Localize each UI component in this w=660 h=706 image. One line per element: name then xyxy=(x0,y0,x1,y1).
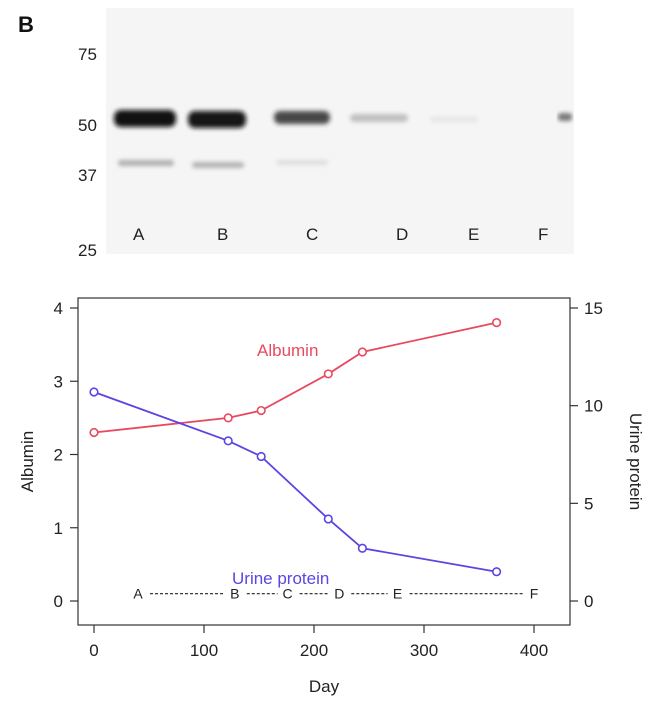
lane-label-a: A xyxy=(133,225,145,244)
band-secondary-a xyxy=(118,160,174,166)
series-point-0-2 xyxy=(256,405,266,416)
marker-25: 25 xyxy=(78,241,97,260)
panel-label: B xyxy=(18,12,34,37)
left-y-tick-label-2: 2 xyxy=(54,446,63,465)
timeline-label-3: D xyxy=(334,586,344,602)
plot-frame xyxy=(77,297,571,626)
left-y-axis-label: Albumin xyxy=(18,431,37,492)
right-y-axis: 0 5 10 15 Urine protein xyxy=(570,299,645,611)
x-tick-label-0: 0 xyxy=(89,641,98,660)
left-y-tick-label-4: 4 xyxy=(54,299,63,318)
urine-protein-series-label: Urine protein xyxy=(232,569,329,588)
right-y-tick-label-0: 0 xyxy=(584,592,593,611)
series-line-1 xyxy=(93,391,497,573)
band-main-b xyxy=(188,111,246,128)
marker-37: 37 xyxy=(78,166,97,185)
series-layer: Albumin Urine protein xyxy=(89,318,502,588)
timeline-label-4: E xyxy=(393,586,402,602)
series-point-1-1 xyxy=(223,436,233,446)
series-line-0 xyxy=(93,321,497,434)
x-tick-label-4: 400 xyxy=(520,641,548,660)
lane-label-f: F xyxy=(538,225,548,244)
band-main-d xyxy=(350,114,408,122)
band-main-e xyxy=(430,117,478,122)
x-tick-label-3: 300 xyxy=(410,641,438,660)
marker-75: 75 xyxy=(78,45,97,64)
lane-label-c: C xyxy=(306,225,318,244)
series-point-0-5 xyxy=(492,318,502,328)
timeline-label-0: A xyxy=(133,586,143,602)
right-y-tick-label-2: 10 xyxy=(584,397,603,416)
left-y-axis: 0 1 2 3 4 Albumin xyxy=(18,299,78,611)
series-point-1-4 xyxy=(357,543,368,553)
x-tick-label-2: 200 xyxy=(300,641,328,660)
plot-area xyxy=(77,297,571,626)
series-point-1-0 xyxy=(89,387,99,397)
timeline-label-1: B xyxy=(230,586,239,602)
series-point-0-3 xyxy=(323,369,333,379)
timeline-layer: A B C D E F xyxy=(133,586,538,602)
series-point-1-2 xyxy=(256,451,266,462)
series-point-1-5 xyxy=(492,567,502,577)
band-main-f xyxy=(558,113,572,121)
lane-label-e: E xyxy=(468,225,479,244)
series-point-0-1 xyxy=(223,413,233,423)
x-tick-label-1: 100 xyxy=(190,641,218,660)
series-point-0-4 xyxy=(357,347,368,357)
left-y-tick-label-3: 3 xyxy=(54,372,63,391)
albumin-series-label: Albumin xyxy=(257,341,318,360)
x-axis-label: Day xyxy=(309,677,340,696)
right-y-axis-label: Urine protein xyxy=(626,413,645,510)
band-main-c xyxy=(274,111,330,124)
right-y-tick-label-3: 15 xyxy=(584,299,603,318)
lane-label-b: B xyxy=(217,225,228,244)
line-chart: 0 100 200 300 400 Day 0 1 2 3 4 Albumin 0 5 10 15 Urin… xyxy=(18,297,645,696)
series-point-1-3 xyxy=(323,514,333,524)
marker-50: 50 xyxy=(78,116,97,135)
band-secondary-b xyxy=(192,162,244,168)
series-point-0-0 xyxy=(89,427,99,438)
band-main-a xyxy=(114,110,176,127)
timeline-label-5: F xyxy=(530,586,539,602)
blot-membrane xyxy=(106,8,574,254)
lane-label-d: D xyxy=(396,225,408,244)
left-y-tick-label-1: 1 xyxy=(54,519,63,538)
western-blot-panel: B 75 50 37 25 A B C D E F xyxy=(18,8,574,260)
timeline-label-2: C xyxy=(283,586,293,602)
band-secondary-c xyxy=(276,160,328,165)
left-y-tick-label-0: 0 xyxy=(54,592,63,611)
x-axis: 0 100 200 300 400 Day xyxy=(89,625,548,696)
right-y-tick-label-1: 5 xyxy=(584,494,593,513)
